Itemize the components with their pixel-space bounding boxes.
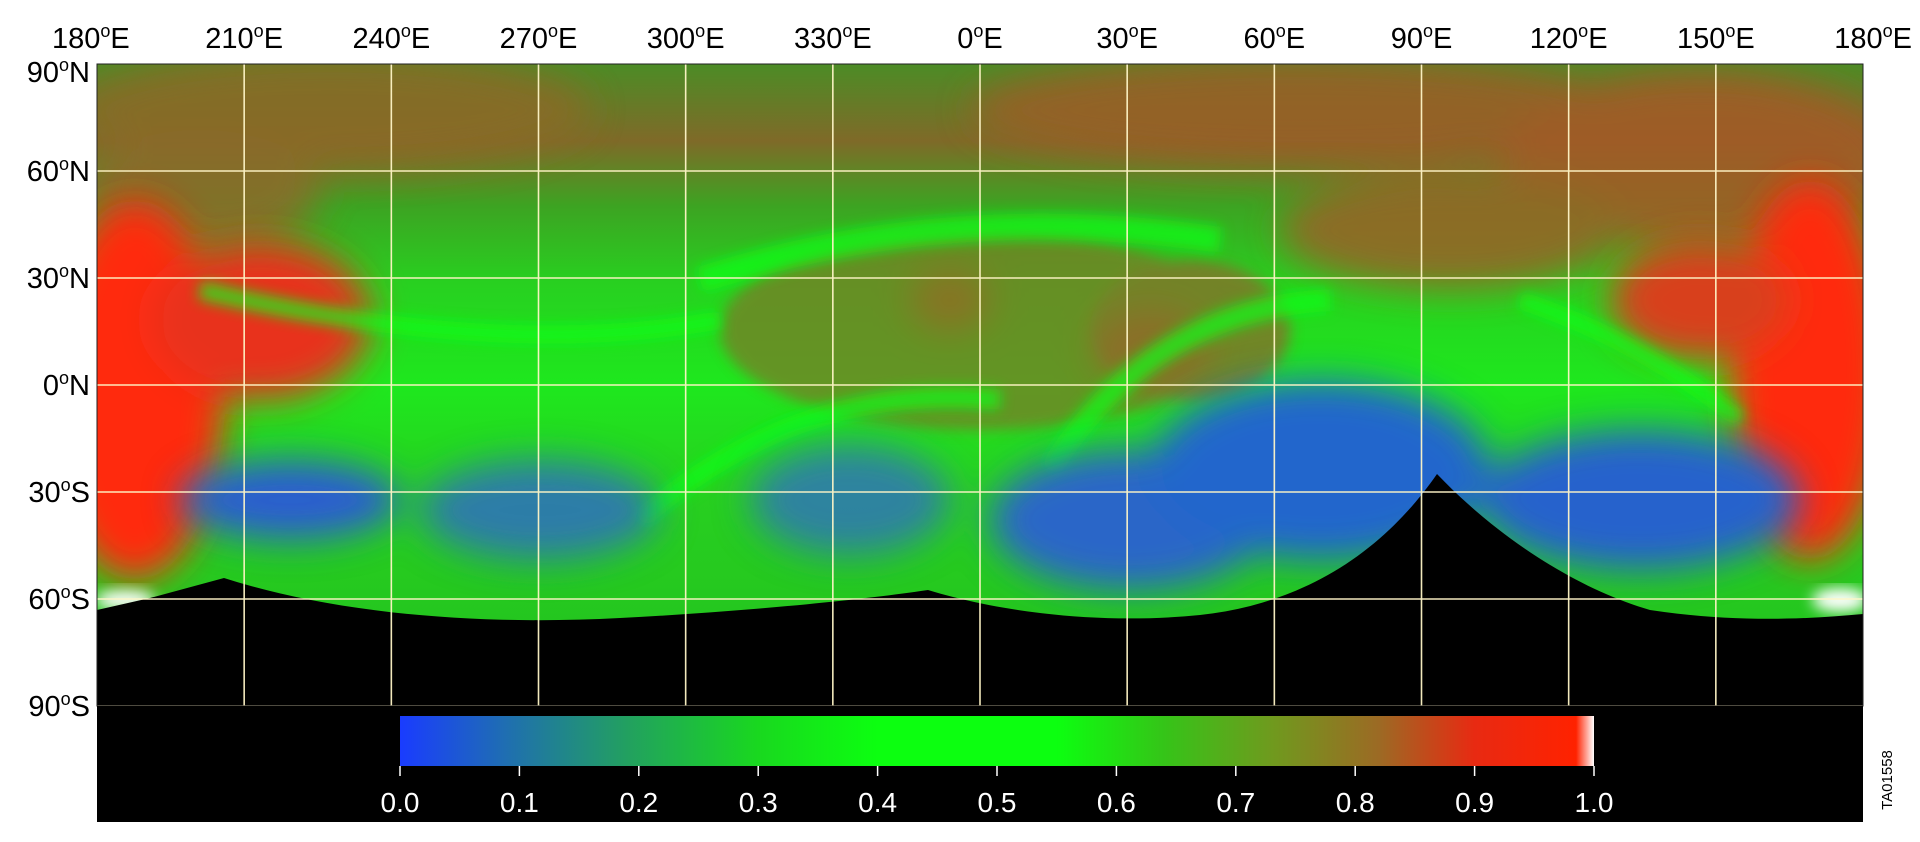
longitude-label: 330oE [794,21,872,55]
colorbar-tick-label: 0.4 [858,787,897,818]
latitude-label: 60oS [28,582,90,616]
colorbar-tick-label: 0.9 [1455,787,1494,818]
colorbar: 0.0 0.1 0.2 0.3 0.4 0.5 0.6 0.7 0.8 0.9 1.0 [381,716,1614,818]
green-bands [197,213,1746,528]
longitude-label: 180oE [1834,21,1912,55]
longitude-label: 90oE [1391,21,1453,55]
colorbar-tick-label: 0.1 [500,787,539,818]
longitude-label: 210oE [205,21,283,55]
longitude-label: 300oE [647,21,725,55]
colorbar-tick-label: 0.8 [1336,787,1375,818]
colorbar-tick-label: 0.7 [1216,787,1255,818]
colorbar-tick-label: 0.0 [381,787,420,818]
longitude-label: 0oE [957,21,1003,55]
colorbar-tick-label: 0.3 [739,787,778,818]
longitude-labels: 180oE 210oE 240oE 270oE 300oE 330oE 0oE 30oE 60o… [52,21,1912,55]
longitude-label: 60oE [1244,21,1306,55]
image-id: TA01558 [1879,750,1896,810]
latitude-label: 30oS [28,475,90,509]
latitude-label: 30oN [27,261,90,295]
colorbar-tick-label: 0.6 [1097,787,1136,818]
longitude-label: 180oE [52,21,130,55]
longitude-label: 270oE [500,21,578,55]
longitude-label: 30oE [1096,21,1158,55]
northern-highlands [97,64,1863,290]
latitude-label: 90oN [27,55,90,89]
latitude-labels: 90oN 60oN 30oN 0oN 30oS 60oS 90oS [27,55,90,723]
colorbar-tick-label: 0.5 [978,787,1017,818]
longitude-label: 240oE [352,21,430,55]
map-area [97,64,1863,706]
graticule [97,64,1863,706]
longitude-label: 150oE [1677,21,1755,55]
colorbar-gradient [400,716,1594,766]
latitude-label: 0oN [43,368,90,402]
latitude-label: 90oS [28,689,90,723]
colorbar-ticks: 0.0 0.1 0.2 0.3 0.4 0.5 0.6 0.7 0.8 0.9 1.0 [381,766,1614,818]
colorbar-tick-label: 0.2 [619,787,658,818]
colorbar-tick-label: 1.0 [1575,787,1614,818]
latitude-label: 60oN [27,154,90,188]
longitude-label: 120oE [1530,21,1608,55]
